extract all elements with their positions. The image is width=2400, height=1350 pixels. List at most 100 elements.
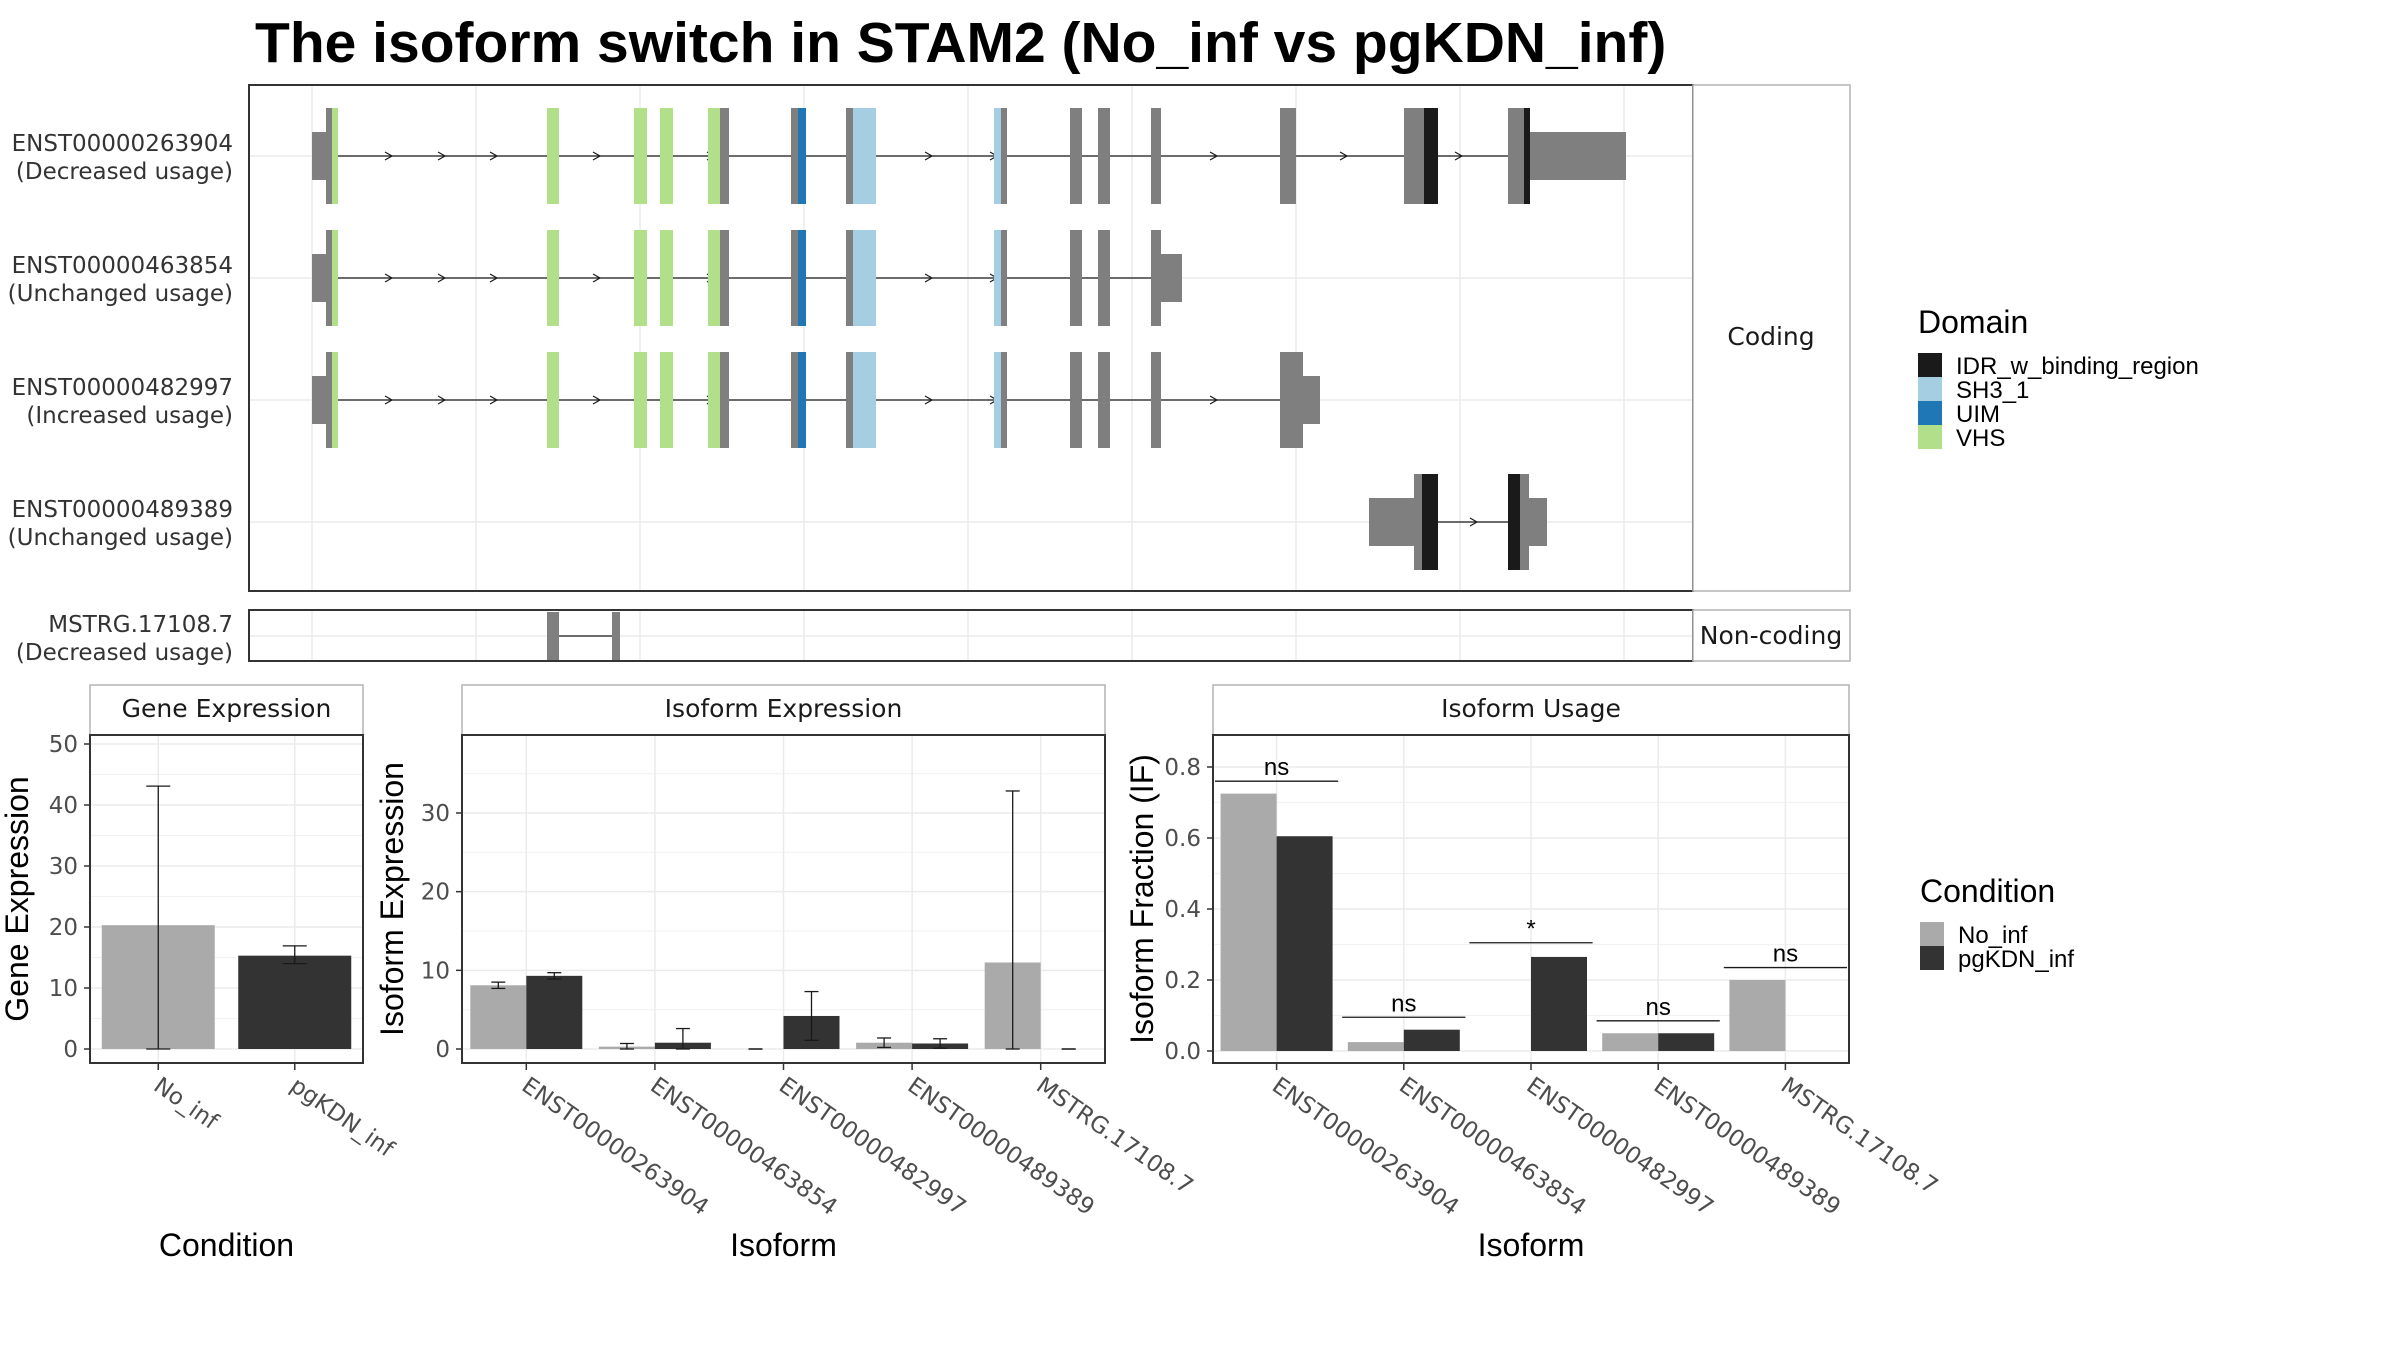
exon-block xyxy=(853,108,864,204)
strand-arrow xyxy=(437,273,447,283)
exon-block xyxy=(853,230,864,326)
y-tick-label: 30 xyxy=(49,854,78,880)
exon-block xyxy=(1280,108,1296,204)
legend-swatch-no-inf xyxy=(1920,922,1944,946)
bar-no_inf-5 xyxy=(1729,980,1786,1051)
y-axis-title: Isoform Fraction (IF) xyxy=(1124,754,1160,1044)
y-tick-label: 20 xyxy=(421,880,450,906)
exon-block xyxy=(720,352,729,448)
y-tick-label: 0.0 xyxy=(1164,1039,1201,1065)
exon-block xyxy=(708,108,720,204)
legend-label-sh3: SH3_1 xyxy=(1956,377,2029,404)
bar-pgkdn_inf-2 xyxy=(1403,1029,1460,1051)
bar-no_inf-1 xyxy=(470,985,527,1049)
y-tick-label: 0 xyxy=(63,1037,78,1063)
exon-block xyxy=(612,612,620,660)
exon-block xyxy=(864,352,876,448)
condition-legend-title: Condition xyxy=(1920,873,2055,909)
exon-block xyxy=(708,230,720,326)
strand-arrow xyxy=(489,151,499,161)
y-tick-label: 0 xyxy=(435,1037,450,1063)
noncoding-strip-box xyxy=(1692,609,1851,662)
legend-swatch-sh3 xyxy=(1918,377,1942,401)
exon-block xyxy=(1303,376,1320,424)
bar-no_inf-4 xyxy=(1602,1033,1659,1051)
transcript-exons-layer xyxy=(250,86,1692,660)
strand-arrow xyxy=(1209,151,1219,161)
transcript-structure-enst00000463854 xyxy=(312,230,1182,326)
exon-block xyxy=(547,108,559,204)
exon-block xyxy=(1508,474,1520,570)
significance-label: ns xyxy=(1646,994,1671,1021)
exon-block xyxy=(1404,108,1424,204)
y-tick-label: 50 xyxy=(49,732,78,758)
bar-pgkdn_inf-1 xyxy=(1276,836,1333,1051)
bar-no_inf-2 xyxy=(1347,1042,1404,1051)
transcript-label-2: ENST00000463854 xyxy=(12,253,233,279)
exon-block xyxy=(791,230,798,326)
y-tick-label: 0.8 xyxy=(1164,755,1201,781)
exon-block xyxy=(864,230,876,326)
coding-strip-label: Coding xyxy=(1727,322,1814,351)
exon-block xyxy=(1524,108,1530,204)
exon-block xyxy=(1422,474,1438,570)
y-tick-label: 10 xyxy=(421,958,450,984)
exon-block xyxy=(332,108,338,204)
transcript-structure-enst00000489389 xyxy=(1369,474,1547,570)
y-tick-label: 0.6 xyxy=(1164,826,1201,852)
exon-block xyxy=(798,108,806,204)
exon-block xyxy=(547,230,559,326)
exon-block xyxy=(1151,108,1161,204)
transcript-usage-1: (Decreased usage) xyxy=(16,159,233,185)
significance-label: ns xyxy=(1391,990,1416,1017)
bar-no_inf-1 xyxy=(1220,793,1277,1051)
exon-block xyxy=(326,230,332,326)
exon-block xyxy=(326,108,332,204)
strand-arrow xyxy=(384,273,394,283)
bar-pgkdn_inf-4 xyxy=(1658,1033,1715,1051)
significance-label: * xyxy=(1526,916,1535,943)
exon-block xyxy=(994,230,1001,326)
transcript-usage-5: (Decreased usage) xyxy=(16,640,233,666)
strand-arrow xyxy=(924,395,934,405)
legend-label-vhs: VHS xyxy=(1956,425,2005,452)
strand-arrow xyxy=(592,395,602,405)
exon-block xyxy=(312,132,326,180)
exon-block xyxy=(846,108,853,204)
exon-block xyxy=(798,230,806,326)
bar-pgkdn_inf-3 xyxy=(1531,956,1587,1051)
x-axis-title: Isoform xyxy=(730,1227,837,1263)
exon-block xyxy=(1151,352,1161,448)
exon-block xyxy=(1098,108,1110,204)
transcript-structure-mstrg-17108-7 xyxy=(547,612,620,660)
chart-panel-border xyxy=(89,734,364,1064)
bar-pgkdn_inf-1 xyxy=(526,975,583,1049)
bar-pgkdn_inf xyxy=(238,955,352,1049)
exon-block xyxy=(634,352,647,448)
strand-arrow xyxy=(437,395,447,405)
chart-strip-title: Isoform Usage xyxy=(1441,694,1621,723)
exon-block xyxy=(1520,474,1529,570)
domain-legend: Domain IDR_w_binding_region SH3_1 UIM VH… xyxy=(1918,304,2199,452)
figure-title: The isoform switch in STAM2 (No_inf vs p… xyxy=(255,11,1666,75)
exon-block xyxy=(660,108,673,204)
exon-block xyxy=(1530,132,1626,180)
exon-block xyxy=(864,108,876,204)
exon-block xyxy=(1529,498,1547,546)
exon-block xyxy=(660,352,673,448)
exon-block xyxy=(994,108,1001,204)
legend-label-uim: UIM xyxy=(1956,401,2000,428)
exon-block xyxy=(791,108,798,204)
exon-block xyxy=(708,352,720,448)
exon-block xyxy=(1001,230,1007,326)
strand-arrow xyxy=(592,273,602,283)
exon-block xyxy=(1369,498,1414,546)
condition-legend: Condition No_inf pgKDN_inf xyxy=(1920,873,2074,973)
legend-swatch-uim xyxy=(1918,401,1942,425)
exon-block xyxy=(798,352,806,448)
exon-block xyxy=(846,352,853,448)
transcript-structure-enst00000482997 xyxy=(312,352,1320,448)
exon-block xyxy=(1098,230,1110,326)
y-tick-label: 20 xyxy=(49,915,78,941)
transcript-label-3: ENST00000482997 xyxy=(12,375,233,401)
